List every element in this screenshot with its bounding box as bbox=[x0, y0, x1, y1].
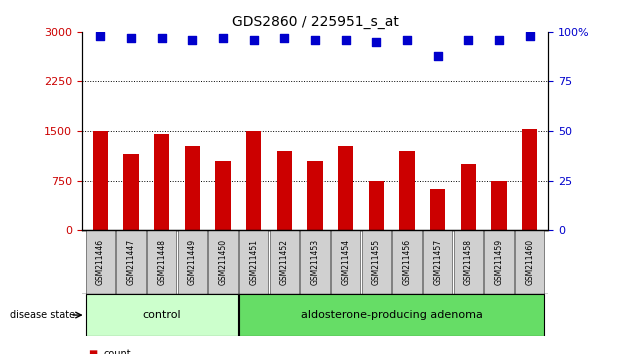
Point bbox=[463, 37, 473, 42]
Point bbox=[402, 37, 412, 42]
Point bbox=[341, 37, 351, 42]
Point bbox=[157, 35, 167, 41]
Bar bbox=[209, 230, 238, 294]
Text: GSM211460: GSM211460 bbox=[525, 239, 534, 285]
Bar bbox=[117, 230, 146, 294]
Bar bbox=[86, 230, 115, 294]
Bar bbox=[461, 164, 476, 230]
Text: GSM211450: GSM211450 bbox=[219, 239, 227, 285]
Bar bbox=[454, 230, 483, 294]
Text: GSM211455: GSM211455 bbox=[372, 239, 381, 285]
Bar bbox=[362, 230, 391, 294]
Bar bbox=[93, 131, 108, 230]
Text: GSM211449: GSM211449 bbox=[188, 239, 197, 285]
Bar bbox=[430, 189, 445, 230]
Text: GSM211453: GSM211453 bbox=[311, 239, 319, 285]
Point bbox=[310, 37, 320, 42]
Text: GSM211451: GSM211451 bbox=[249, 239, 258, 285]
Text: GSM211452: GSM211452 bbox=[280, 239, 289, 285]
Text: GSM211459: GSM211459 bbox=[495, 239, 503, 285]
Text: GSM211458: GSM211458 bbox=[464, 239, 473, 285]
Text: GSM211456: GSM211456 bbox=[403, 239, 411, 285]
Bar bbox=[491, 181, 507, 230]
Bar bbox=[270, 230, 299, 294]
Bar bbox=[239, 230, 268, 294]
Bar bbox=[338, 145, 353, 230]
Text: GSM211457: GSM211457 bbox=[433, 239, 442, 285]
Title: GDS2860 / 225951_s_at: GDS2860 / 225951_s_at bbox=[232, 16, 398, 29]
Bar bbox=[154, 133, 169, 230]
Point bbox=[95, 33, 105, 39]
Bar bbox=[215, 161, 231, 230]
Bar bbox=[392, 230, 421, 294]
Point bbox=[494, 37, 504, 42]
Text: control: control bbox=[142, 310, 181, 320]
Text: GSM211448: GSM211448 bbox=[157, 239, 166, 285]
Bar bbox=[331, 230, 360, 294]
Bar bbox=[301, 230, 329, 294]
Text: aldosterone-producing adenoma: aldosterone-producing adenoma bbox=[301, 310, 483, 320]
Bar bbox=[178, 230, 207, 294]
Bar bbox=[307, 161, 323, 230]
Bar bbox=[399, 151, 415, 230]
Bar bbox=[86, 294, 238, 336]
Bar bbox=[277, 151, 292, 230]
Point bbox=[371, 39, 381, 45]
Bar bbox=[369, 181, 384, 230]
Bar bbox=[484, 230, 513, 294]
Text: ■: ■ bbox=[88, 349, 98, 354]
Bar bbox=[123, 154, 139, 230]
Point bbox=[279, 35, 289, 41]
Point bbox=[249, 37, 259, 42]
Bar bbox=[522, 129, 537, 230]
Text: GSM211447: GSM211447 bbox=[127, 239, 135, 285]
Text: GSM211454: GSM211454 bbox=[341, 239, 350, 285]
Text: GSM211446: GSM211446 bbox=[96, 239, 105, 285]
Text: count: count bbox=[104, 349, 132, 354]
Point bbox=[433, 53, 443, 58]
Point bbox=[218, 35, 228, 41]
Bar bbox=[423, 230, 452, 294]
Point bbox=[126, 35, 136, 41]
Bar bbox=[239, 294, 544, 336]
Point bbox=[187, 37, 197, 42]
Bar bbox=[515, 230, 544, 294]
Bar bbox=[147, 230, 176, 294]
Bar bbox=[246, 131, 261, 230]
Point bbox=[525, 33, 535, 39]
Text: disease state: disease state bbox=[11, 310, 76, 320]
Bar bbox=[185, 145, 200, 230]
